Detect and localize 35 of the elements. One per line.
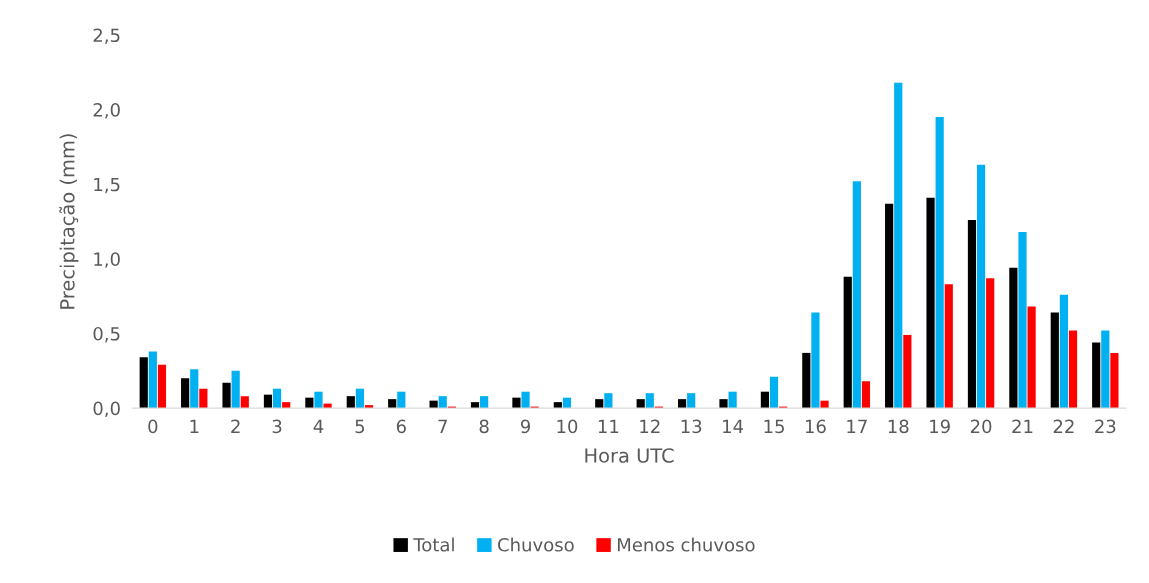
x-tick-label: 7	[438, 419, 447, 433]
x-tick-label: 5	[355, 419, 365, 434]
x-tick-label: 16	[805, 419, 826, 434]
x-tick-label: 0	[148, 419, 158, 434]
y-tick-label: 0,5	[93, 326, 120, 343]
x-tick-label: 13	[681, 419, 702, 434]
legend-label: Total	[413, 537, 454, 552]
x-tick-label: 2	[231, 419, 240, 433]
x-tick-label: 20	[970, 419, 992, 434]
x-tick-label: 1	[190, 419, 199, 433]
x-axis-title: Hora UTC	[585, 448, 674, 463]
y-tick-label: 2,5	[93, 28, 120, 44]
legend-label: Menos chuvoso	[617, 537, 755, 552]
y-tick-label: 0,0	[93, 401, 120, 418]
x-tick-label: 8	[479, 419, 489, 434]
x-tick-label: 4	[313, 419, 324, 433]
y-tick-label: 1,5	[94, 177, 120, 194]
x-tick-label: 15	[764, 419, 784, 434]
y-tick-label: 2,0	[93, 103, 120, 119]
x-tick-label: 19	[930, 419, 950, 434]
x-tick-label: 22	[1053, 419, 1074, 433]
x-tick-label: 21	[1012, 419, 1033, 433]
x-tick-label: 17	[847, 419, 867, 433]
x-tick-label: 3	[272, 419, 282, 434]
legend-label: Chuvoso	[498, 537, 574, 552]
x-tick-label: 11	[598, 419, 619, 433]
x-tick-label: 12	[640, 419, 660, 433]
x-tick-label: 10	[557, 419, 578, 434]
y-axis-title: Precipitação (mm)	[59, 134, 79, 309]
x-tick-label: 14	[723, 419, 744, 433]
x-tick-label: 23	[1095, 419, 1116, 434]
x-tick-label: 18	[888, 419, 909, 434]
x-tick-label: 6	[396, 419, 406, 434]
x-tick-label: 9	[520, 419, 531, 434]
y-tick-label: 1,0	[94, 252, 120, 268]
